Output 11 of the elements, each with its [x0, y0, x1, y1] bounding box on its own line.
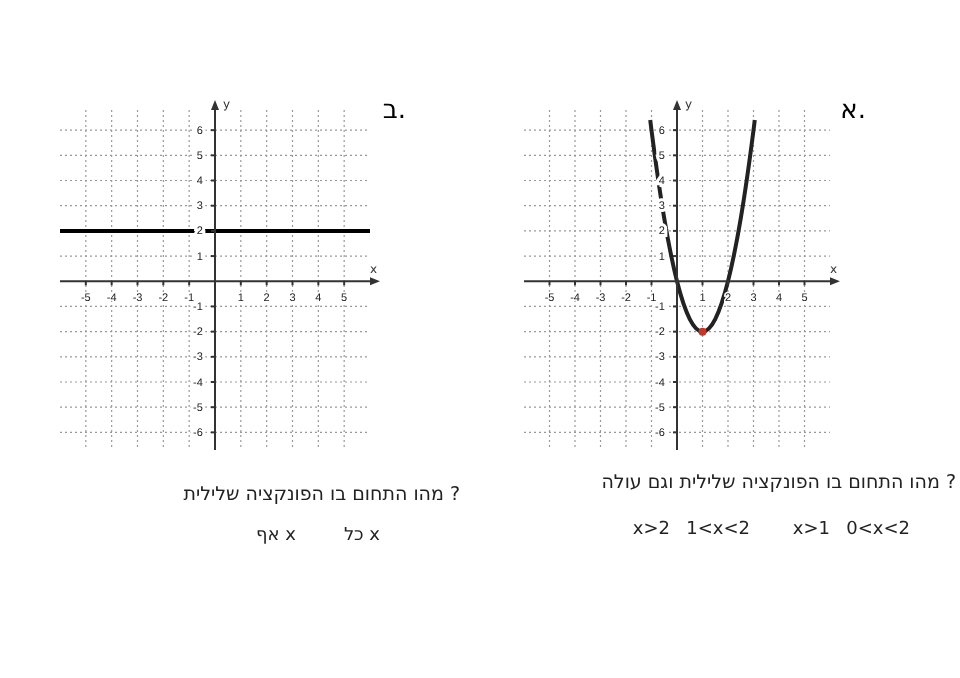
- chart-title: א.: [840, 96, 866, 126]
- text: כל x: [343, 526, 382, 546]
- text: x>1: [792, 520, 830, 540]
- text: 1<x<2: [686, 520, 750, 540]
- chart-title: ב.: [382, 96, 406, 126]
- line-series: [648, 118, 757, 334]
- text: 0<x<2: [846, 520, 910, 540]
- text: אף x: [256, 526, 298, 546]
- text: מהו התחום בו הפונקציה שלילית וגם עולה ?: [601, 472, 956, 494]
- text: x>2: [632, 520, 670, 540]
- text: מהו התחום בו הפונקציה שלילית ?: [183, 484, 460, 506]
